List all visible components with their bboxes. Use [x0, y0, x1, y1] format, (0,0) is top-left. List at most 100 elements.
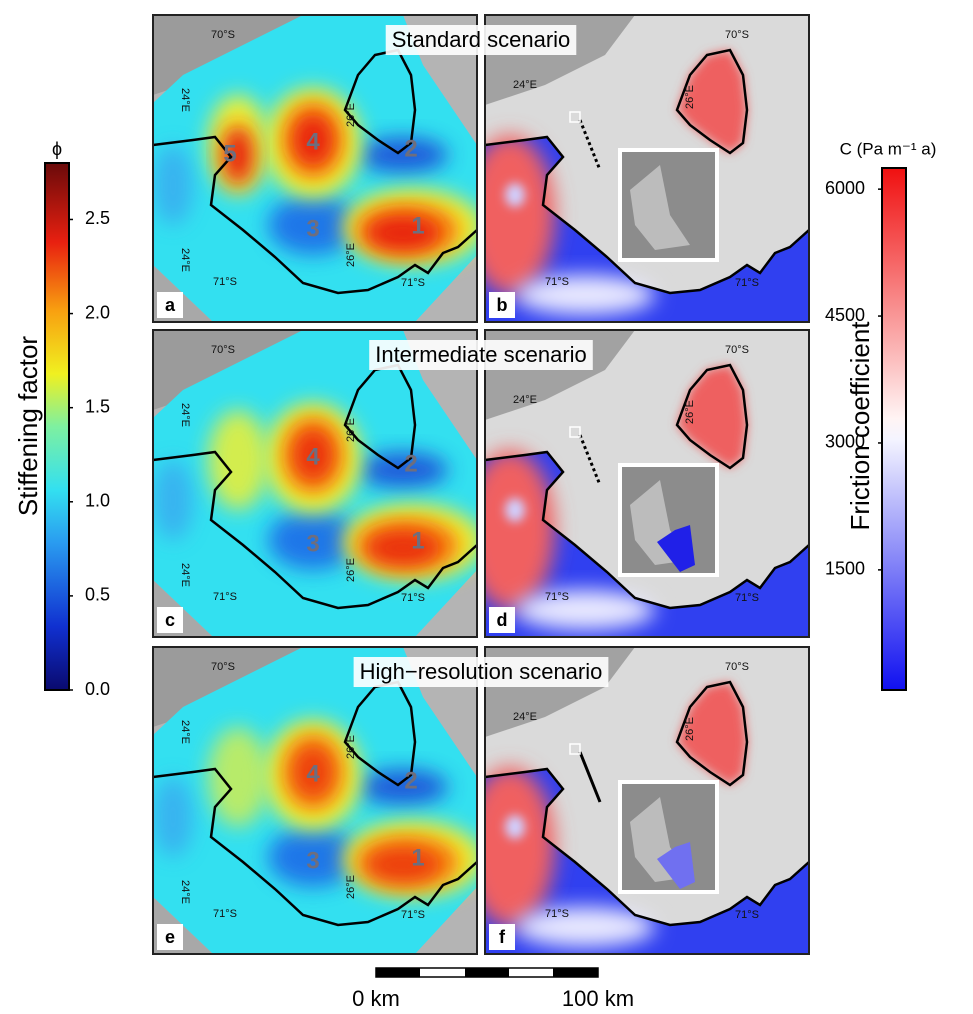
stiffening-anomaly — [208, 410, 268, 510]
panel-letter-box — [157, 292, 183, 318]
panel-frame — [484, 14, 810, 323]
grounding-line — [153, 767, 477, 927]
scale-bar: 0 km 100 km — [352, 967, 634, 1011]
region-number: 5 — [223, 140, 236, 167]
panel-letter-box — [157, 607, 183, 633]
colorbar-tick-label: 2.5 — [85, 208, 110, 228]
colorbar-title: Friction coefficient — [845, 321, 875, 531]
region-number: 1 — [411, 527, 424, 554]
graticule-label: 70°S — [211, 344, 235, 356]
region-number: 2 — [404, 135, 417, 162]
region-number: 2 — [404, 450, 417, 477]
graticule-label: 70°S — [725, 344, 749, 356]
stiffening-anomaly — [358, 137, 448, 173]
friction-high — [485, 767, 555, 927]
map-panels: 70°S24°E26°E24°E 26°E71°S 71°S5 4 23 1a70°S24… — [152, 14, 810, 955]
ice-rise-outline — [675, 680, 749, 787]
scenario-title: High−resolution scenario — [360, 659, 603, 684]
stiffening-anomaly — [293, 114, 333, 166]
graticule-label: 24°E — [179, 720, 191, 744]
colorbar — [881, 167, 907, 691]
panel-letter: a — [165, 295, 176, 315]
colorbars: 0.0 0.5 1.0 1.5 2.0 2.5 ϕ Stiffening factor 1500… — [13, 139, 937, 699]
stiffening-anomaly — [293, 429, 333, 481]
scale-bar-segment — [553, 968, 598, 977]
panel-letter: f — [499, 927, 506, 947]
stiffening-anomaly — [358, 452, 448, 488]
colorbar-title: Stiffening factor — [13, 336, 43, 517]
panel-letter: c — [165, 610, 175, 630]
stiffening-anomaly — [268, 827, 358, 887]
panel-letter-box — [489, 292, 515, 318]
ice-rise-outline — [675, 363, 749, 470]
graticule-label: 24°E — [179, 403, 191, 427]
graticule-label: 26°E — [345, 875, 357, 899]
stiffening-anomaly — [268, 195, 358, 255]
colorbar — [44, 162, 70, 691]
panel-letter-box — [157, 924, 183, 950]
graticule-label: 71°S — [735, 909, 759, 921]
friction-low — [515, 590, 655, 630]
colorbar-tick-label: 3000 — [825, 432, 865, 452]
map-panel: 70°S 24°E 26°E 71°S 71°S b — [484, 14, 810, 323]
colorbar-tick-label: 1.5 — [85, 396, 110, 416]
stiffening-anomaly — [365, 847, 441, 883]
map-panel: 70°S 24°E 26°E 24°E 26°E 71°S 71°S 4 2 3 1 e — [152, 646, 478, 955]
friction-low — [515, 275, 655, 315]
ice-rise-outline — [675, 48, 749, 155]
inset-ridge — [630, 165, 690, 250]
panel-letter-box — [489, 924, 515, 950]
flow-line — [578, 434, 602, 486]
graticule-label: 26°E — [684, 400, 696, 424]
region-number: 3 — [306, 215, 319, 242]
colorbar-tick-label: 6000 — [825, 178, 865, 198]
friction-low — [505, 183, 525, 207]
colorbar-tick-label: 1500 — [825, 559, 865, 579]
map-panel: 70°S 24°E 26°E 71°S 71°S f — [484, 646, 810, 955]
scenario-title: Intermediate scenario — [375, 342, 587, 367]
inset-marker — [569, 743, 581, 755]
graticule-label: 71°S — [213, 908, 237, 920]
stiffening-anomaly — [268, 510, 358, 570]
graticule-label: 24°E — [513, 394, 537, 406]
stiffening-anomaly — [222, 125, 254, 185]
panel-frame — [152, 646, 478, 955]
friction-low — [505, 815, 525, 839]
graticule-label: 24°E — [179, 880, 191, 904]
graticule-label: 24°E — [513, 711, 537, 723]
stiffening-anomaly — [365, 530, 441, 566]
ocean-friction — [485, 769, 809, 954]
scenario-title: Standard scenario — [392, 27, 571, 52]
graticule-label: 71°S — [213, 591, 237, 603]
inset-marker — [569, 111, 581, 123]
region-number: 3 — [306, 847, 319, 874]
grounding-line — [153, 450, 477, 610]
graticule-label: 71°S — [545, 591, 569, 603]
stiffening-anomaly — [365, 215, 441, 251]
ocean-friction — [485, 452, 809, 637]
graticule-label: 71°S — [401, 909, 425, 921]
graticule-label: 71°S — [401, 592, 425, 604]
graticule-label: 26°E — [684, 85, 696, 109]
inset-friction — [657, 525, 695, 572]
scenario-title-box — [369, 340, 593, 370]
graticule-label: 26°E — [345, 558, 357, 582]
graticule-label: 70°S — [211, 661, 235, 673]
graticule-label: 71°S — [735, 592, 759, 604]
colorbar-unit: ϕ — [52, 139, 62, 159]
graticule-label: 24°E — [179, 88, 191, 112]
map-body — [153, 330, 477, 637]
region-number: 1 — [411, 844, 424, 871]
grounding-line — [485, 135, 809, 295]
graticule-label: 71°S — [545, 908, 569, 920]
map-body — [153, 647, 477, 954]
graticule-label: 26°E — [345, 735, 357, 759]
map-panel: 70°S 24°E 26°E 71°S 71°S d — [484, 329, 810, 638]
inset-marker — [569, 426, 581, 438]
graticule-label: 26°E — [345, 418, 357, 442]
region-number: 2 — [404, 767, 417, 794]
scale-end: 100 km — [562, 986, 634, 1011]
stiffening-anomaly — [153, 777, 193, 857]
colorbar-tick-label: 4500 — [825, 305, 865, 325]
